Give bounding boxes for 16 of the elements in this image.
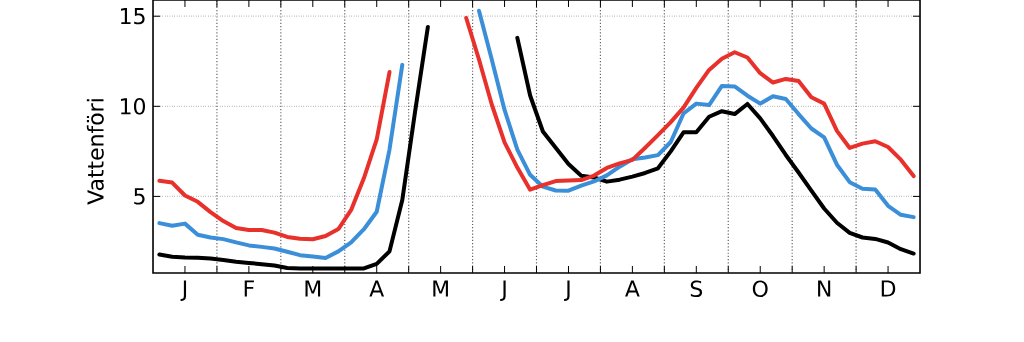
y-axis-title: Vattenföri xyxy=(86,99,104,205)
x-tick-label: M xyxy=(305,280,321,297)
x-tick-label: J xyxy=(180,280,187,301)
x-tick-label: D xyxy=(881,280,896,297)
y-tick-label: 10 xyxy=(121,98,146,115)
x-tick-label: S xyxy=(690,280,703,298)
x-tick-label: J xyxy=(500,280,506,301)
x-tick-label: A xyxy=(625,280,640,297)
y-tick-label: 5 xyxy=(134,188,145,205)
x-tick-label: N xyxy=(818,280,831,297)
y-tick-label: 15 xyxy=(121,8,145,25)
x-tick-label: J xyxy=(564,280,570,301)
x-tick-label: M xyxy=(433,280,448,297)
x-tick-label: A xyxy=(369,280,385,297)
x-tick-label: F xyxy=(244,280,254,297)
x-tick-label: O xyxy=(752,280,768,298)
